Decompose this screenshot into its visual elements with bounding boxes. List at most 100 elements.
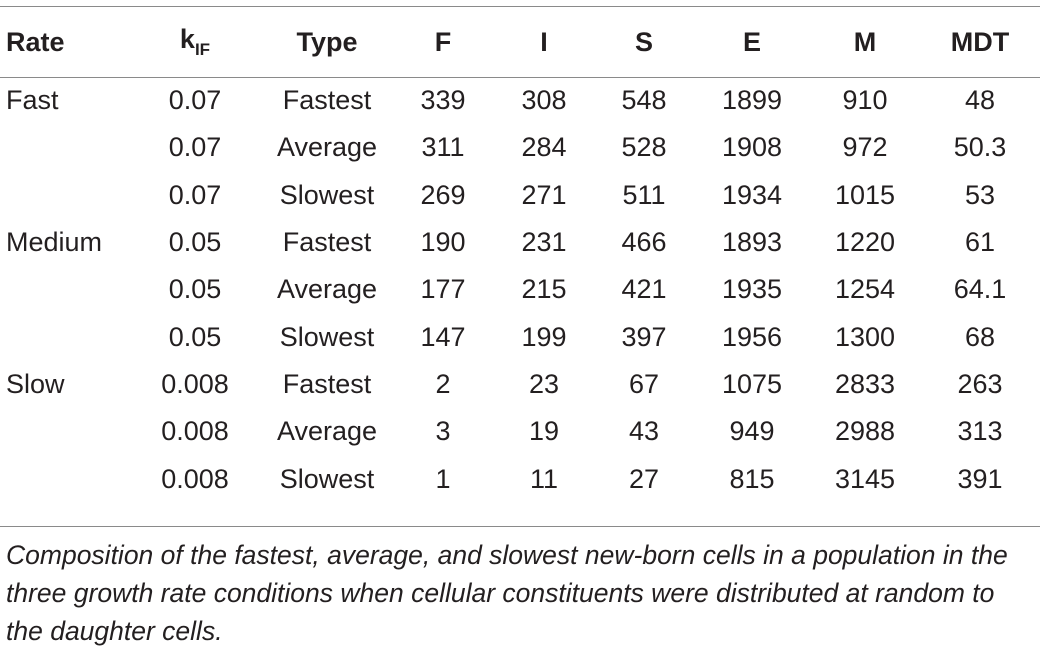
table-row: Fast 0.07 Fastest 339 308 548 1899 910 48 — [0, 77, 1040, 124]
table-header: Rate kIF Type F I S E M MDT — [0, 7, 1040, 77]
cell-f: 1 — [435, 463, 451, 494]
cell-k-if: 0.05 — [168, 227, 222, 258]
cell-rate: Medium — [6, 227, 103, 258]
cell-type: Average — [276, 132, 378, 163]
cell-m: 2988 — [834, 416, 896, 447]
cell-k-if: 0.07 — [168, 85, 222, 116]
cell-f: 2 — [435, 368, 451, 399]
cell-s: 421 — [621, 274, 667, 305]
cell-k-if: 0.008 — [161, 463, 229, 494]
cell-k-if: 0.05 — [168, 274, 222, 305]
header-k: kIF — [128, 7, 262, 77]
cell-e: 1908 — [721, 132, 783, 163]
cell-m: 2833 — [834, 368, 896, 399]
cell-type: Average — [276, 416, 378, 447]
table-row: 0.008 Slowest 1 11 27 815 3145 391 — [0, 455, 1040, 502]
header-rate: Rate — [6, 26, 65, 57]
cell-e: 1956 — [721, 321, 783, 352]
cell-type: Slowest — [279, 321, 375, 352]
cell-rate: Fast — [6, 85, 59, 116]
table-row: Slow 0.008 Fastest 2 23 67 1075 2833 263 — [0, 361, 1040, 408]
cell-mdt: 263 — [957, 368, 1003, 399]
cell-i: 284 — [521, 132, 567, 163]
cell-mdt: 48 — [964, 85, 996, 116]
cell-mdt: 64.1 — [953, 274, 1007, 305]
cell-f: 177 — [420, 274, 466, 305]
cell-s: 67 — [628, 368, 660, 399]
cell-rate — [0, 455, 128, 502]
cell-mdt: 53 — [964, 179, 996, 210]
cell-i: 308 — [521, 85, 567, 116]
table-row: 0.05 Average 177 215 421 1935 1254 64.1 — [0, 266, 1040, 313]
table-header-rule — [0, 77, 1040, 78]
cell-i: 231 — [521, 227, 567, 258]
cell-mdt: 391 — [957, 463, 1003, 494]
cell-s: 511 — [622, 179, 666, 210]
cell-f: 311 — [421, 132, 465, 163]
cell-i: 11 — [529, 463, 559, 494]
cell-m: 910 — [842, 85, 888, 116]
table-bottom-rule — [0, 526, 1040, 527]
cell-e: 1935 — [721, 274, 783, 305]
cell-i: 19 — [528, 416, 560, 447]
cell-e: 1934 — [721, 179, 783, 210]
header-k-main: k — [179, 24, 195, 54]
cell-type: Fastest — [282, 227, 372, 258]
table-body: Fast 0.07 Fastest 339 308 548 1899 910 48 0.07 Ave… — [0, 77, 1040, 503]
cell-e: 1075 — [721, 368, 783, 399]
table-row: 0.07 Average 311 284 528 1908 972 50.3 — [0, 124, 1040, 171]
header-e: E — [742, 26, 761, 57]
cell-rate — [0, 172, 128, 219]
cell-m: 1254 — [834, 274, 896, 305]
cell-type: Slowest — [279, 179, 375, 210]
cell-f: 339 — [420, 85, 466, 116]
cell-k-if: 0.07 — [168, 179, 222, 210]
cell-m: 1220 — [834, 227, 896, 258]
cell-mdt: 68 — [964, 321, 996, 352]
cell-m: 3145 — [834, 463, 896, 494]
cell-rate — [0, 124, 128, 171]
cell-s: 466 — [621, 227, 667, 258]
table-row: Medium 0.05 Fastest 190 231 466 1893 1220 61 — [0, 219, 1040, 266]
cell-f: 269 — [420, 179, 466, 210]
cell-m: 972 — [842, 132, 888, 163]
cell-i: 23 — [528, 368, 560, 399]
cell-rate — [0, 408, 128, 455]
table-row: 0.008 Average 3 19 43 949 2988 313 — [0, 408, 1040, 455]
cell-m: 1015 — [834, 179, 896, 210]
cell-i: 215 — [521, 274, 567, 305]
header-f: F — [434, 26, 452, 57]
cell-rate — [0, 313, 128, 360]
cell-k-if: 0.008 — [161, 368, 229, 399]
cell-m: 1300 — [834, 321, 896, 352]
header-k-subscript: IF — [194, 40, 211, 59]
table-row: 0.07 Slowest 269 271 511 1934 1015 53 — [0, 172, 1040, 219]
cell-e: 949 — [729, 416, 775, 447]
cell-s: 528 — [621, 132, 667, 163]
cell-f: 190 — [420, 227, 466, 258]
cell-f: 147 — [420, 321, 466, 352]
header-i: I — [540, 26, 548, 57]
cell-e: 815 — [729, 463, 775, 494]
cell-type: Fastest — [282, 85, 372, 116]
cell-f: 3 — [435, 416, 451, 447]
header-type: Type — [296, 26, 358, 57]
header-m: M — [853, 26, 877, 57]
cell-k-if: 0.008 — [161, 416, 229, 447]
table-row: 0.05 Slowest 147 199 397 1956 1300 68 — [0, 313, 1040, 360]
cell-mdt: 50.3 — [953, 132, 1007, 163]
cell-i: 271 — [521, 179, 567, 210]
header-mdt: MDT — [950, 26, 1010, 57]
table-caption: Composition of the fastest, average, and… — [6, 540, 1008, 646]
header-row: Rate kIF Type F I S E M MDT — [0, 7, 1040, 77]
cell-type: Average — [276, 274, 378, 305]
cell-s: 397 — [621, 321, 667, 352]
cell-rate — [0, 266, 128, 313]
cell-e: 1899 — [721, 85, 783, 116]
cell-s: 27 — [628, 463, 660, 494]
cell-type: Slowest — [279, 463, 375, 494]
cell-k-if: 0.05 — [168, 321, 222, 352]
cell-mdt: 313 — [957, 416, 1003, 447]
cell-k-if: 0.07 — [168, 132, 222, 163]
cell-s: 548 — [621, 85, 667, 116]
